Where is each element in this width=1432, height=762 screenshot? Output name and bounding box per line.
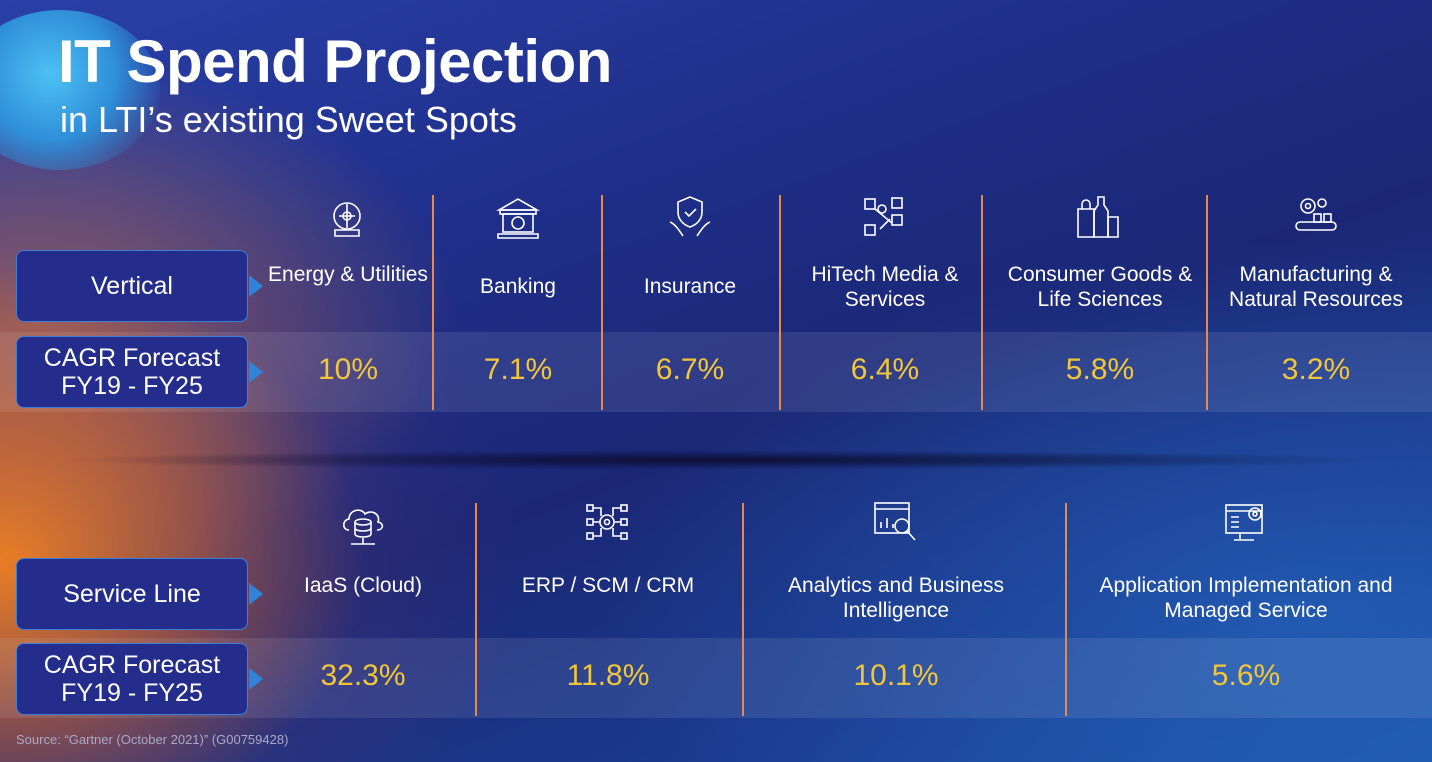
source-note: Source: “Gartner (October 2021)” (G00759… (16, 732, 289, 747)
divider (475, 503, 477, 716)
service-cagr-erp: 11.8% (566, 659, 650, 692)
vertical-cagr-banking: 7.1% (483, 353, 553, 386)
service-label-erp: ERP / SCM / CRM (521, 574, 695, 597)
vertical-cagr-hitech: 6.4% (850, 353, 920, 386)
vertical-label-manufacturing: Manufacturing & Natural Resources (1229, 263, 1403, 311)
vertical-cagr-label: CAGR Forecast FY19 - FY25 (16, 336, 263, 408)
service-label-iaas: IaaS (Cloud) (304, 574, 422, 597)
vertical-cagr-energy: 10% (317, 353, 379, 386)
media-icon (864, 197, 903, 236)
divider (779, 195, 781, 410)
service-cagr-application: 5.6% (1211, 659, 1281, 692)
consumer-goods-icon (1077, 196, 1119, 238)
vertical-cagr-insurance: 6.7% (655, 353, 725, 386)
vertical-label-hitech: HiTech Media & Services (811, 263, 959, 311)
vertical-label-insurance: Insurance (643, 275, 737, 298)
service-label-application: Application Implementation and Managed S… (1099, 574, 1393, 622)
bank-icon (496, 198, 540, 239)
service-cagr-analytics: 10.1% (853, 659, 939, 692)
vertical-label-energy: Energy & Utilities (268, 263, 428, 286)
insurance-icon (669, 196, 711, 237)
divider (1206, 195, 1208, 410)
page-subtitle: in LTI’s existing Sweet Spots (60, 99, 517, 140)
energy-icon (333, 202, 361, 237)
network-gear-icon (586, 504, 628, 540)
manufacturing-icon (1295, 198, 1337, 231)
service-cagr-iaas: 32.3% (320, 659, 406, 692)
vertical-label-consumer: Consumer Goods & Life Sciences (1007, 263, 1193, 311)
vertical-cagr-consumer: 5.8% (1065, 353, 1135, 386)
divider (1065, 503, 1067, 716)
divider (742, 503, 744, 716)
decorative-blob (0, 10, 160, 170)
cloud-database-icon (342, 509, 384, 545)
service-label-analytics: Analytics and Business Intelligence (788, 574, 1004, 622)
divider (981, 195, 983, 410)
page-title: IT Spend Projection (58, 28, 612, 95)
analytics-icon (874, 502, 916, 541)
section-divider-shadow (60, 450, 1390, 470)
vertical-cagr-manufacturing: 3.2% (1281, 353, 1351, 386)
divider (601, 195, 603, 410)
vertical-label-banking: Banking (480, 275, 556, 298)
vertical-row-label: Vertical (16, 250, 263, 322)
divider (432, 195, 434, 410)
service-cagr-label: CAGR Forecast FY19 - FY25 (16, 643, 263, 715)
monitor-gear-icon (1225, 504, 1263, 541)
service-row-label: Service Line (16, 558, 263, 630)
